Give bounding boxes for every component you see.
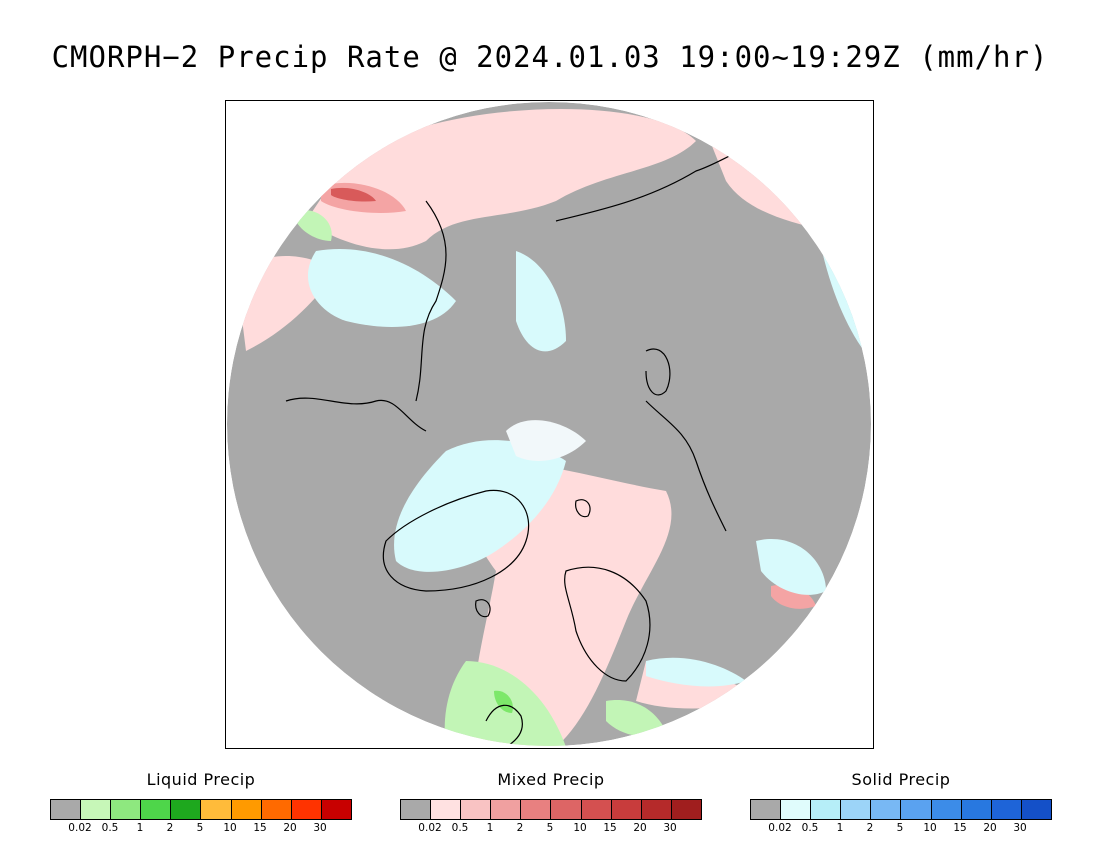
legend-swatch	[811, 800, 842, 819]
legend-tick-label: 2	[866, 822, 874, 834]
legend-swatch	[781, 800, 812, 819]
legend-swatch	[611, 800, 642, 819]
chart-title: CMORPH−2 Precip Rate @ 2024.01.03 19:00~…	[51, 40, 1049, 74]
solid-precip-region	[394, 440, 566, 572]
legend-tick-label: 15	[603, 822, 617, 834]
legend-tick-label: 1	[486, 822, 494, 834]
legend-swatch	[521, 800, 552, 819]
legend-swatch	[931, 800, 962, 819]
legend-tick-label: 15	[253, 822, 267, 834]
legend-tick-label: 5	[546, 822, 554, 834]
legend-swatch	[321, 800, 351, 819]
legend-tick-label: 5	[896, 822, 904, 834]
solid-precip-region	[646, 657, 746, 687]
legend-mixed: Mixed Precip 0.02 0.5 1 2 5 10 15 20 30	[400, 770, 702, 834]
liquid-precip-region	[296, 210, 332, 241]
legend-swatches	[400, 799, 702, 820]
legend-tick-label: 0.5	[451, 822, 469, 834]
legend-swatch	[871, 800, 902, 819]
polar-map-panel	[225, 100, 874, 749]
legend-swatch	[751, 800, 782, 819]
liquid-precip-region	[606, 700, 666, 737]
legend-swatches	[750, 799, 1052, 820]
legend-title: Mixed Precip	[497, 770, 605, 789]
legend-tick-label: 0.02	[768, 822, 792, 834]
solid-precip-region	[506, 420, 586, 461]
legend-swatches	[50, 799, 352, 820]
legend-swatch	[141, 800, 172, 819]
legend-swatch	[231, 800, 262, 819]
legend-tick-label: 0.02	[68, 822, 92, 834]
legend-swatch	[641, 800, 672, 819]
legend-tick-label: 0.02	[418, 822, 442, 834]
legend-swatch	[901, 800, 932, 819]
legend-swatch	[461, 800, 492, 819]
legend-title: Liquid Precip	[146, 770, 256, 789]
legend-tick-label: 20	[283, 822, 297, 834]
legend-tick-label: 15	[953, 822, 967, 834]
legend-tick-label: 2	[516, 822, 524, 834]
legend-swatch	[431, 800, 462, 819]
polar-precip-map	[227, 102, 871, 746]
legend-tick-label: 1	[836, 822, 844, 834]
legend-tick-label: 10	[573, 822, 587, 834]
legend-tick-label: 5	[196, 822, 204, 834]
legend-swatch	[201, 800, 232, 819]
legend-swatch	[491, 800, 522, 819]
legend-tick-label: 2	[166, 822, 174, 834]
liquid-precip-region	[494, 690, 513, 713]
legend-liquid: Liquid Precip 0.02 0.5 1 2 5 10 15 20 30	[50, 770, 352, 834]
legend-swatch	[961, 800, 992, 819]
mixed-precip-region	[306, 108, 696, 250]
legend-swatch	[581, 800, 612, 819]
legend-swatch	[671, 800, 701, 819]
legend-swatch	[401, 800, 432, 819]
legend-swatch	[81, 800, 112, 819]
solid-precip-region	[307, 249, 456, 327]
legend-swatch	[171, 800, 202, 819]
legend-tick-label: 10	[923, 822, 937, 834]
mixed-precip-heavy	[331, 187, 376, 202]
legend-tick-label: 0.5	[101, 822, 119, 834]
legend-tick-label: 20	[633, 822, 647, 834]
mixed-precip-heavy	[771, 584, 816, 609]
legend-tick-labels: 0.02 0.5 1 2 5 10 15 20 30	[400, 820, 700, 834]
legend-tick-label: 30	[313, 822, 327, 834]
legend-tick-label: 20	[983, 822, 997, 834]
legend-tick-label: 30	[663, 822, 677, 834]
legend-tick-labels: 0.02 0.5 1 2 5 10 15 20 30	[50, 820, 350, 834]
legend-swatch	[991, 800, 1022, 819]
legend-swatch	[51, 800, 82, 819]
legend-tick-label: 30	[1013, 822, 1027, 834]
legend-swatch	[841, 800, 872, 819]
legend-tick-labels: 0.02 0.5 1 2 5 10 15 20 30	[750, 820, 1050, 834]
legend-swatch	[291, 800, 322, 819]
solid-precip-region	[516, 251, 566, 352]
legend-swatch	[551, 800, 582, 819]
legend-solid: Solid Precip 0.02 0.5 1 2 5 10 15 20 30	[750, 770, 1052, 834]
solid-precip-region	[756, 539, 826, 595]
legend-tick-label: 1	[136, 822, 144, 834]
legend-swatch	[111, 800, 142, 819]
legend-tick-label: 0.5	[801, 822, 819, 834]
legend-tick-label: 10	[223, 822, 237, 834]
legend-title: Solid Precip	[851, 770, 951, 789]
legend-swatch	[261, 800, 292, 819]
legend-swatch	[1021, 800, 1051, 819]
